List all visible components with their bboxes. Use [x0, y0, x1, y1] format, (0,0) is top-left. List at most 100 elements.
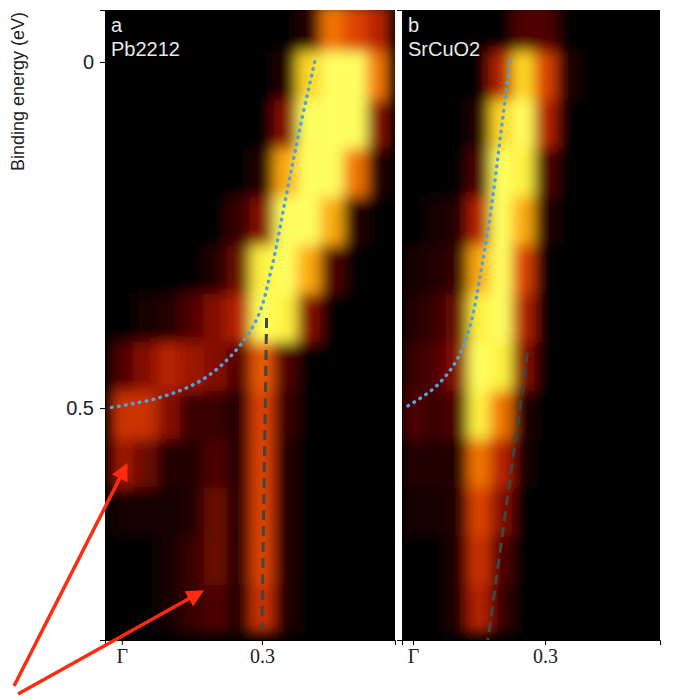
figure: Γ0.300.5aPb2212Binding energy (eV)Γ0.3bS…	[0, 0, 685, 700]
heatmap-cell	[204, 585, 228, 634]
heatmap-cell	[644, 100, 660, 149]
heatmap-cell	[180, 52, 204, 101]
heatmap-cell	[250, 197, 274, 246]
heatmap-cell	[344, 391, 368, 440]
heatmap-cell	[622, 148, 645, 197]
heatmap-cell	[320, 100, 344, 149]
heatmap-cell	[534, 52, 557, 101]
heatmap-cell	[468, 585, 491, 634]
heatmap-cell	[424, 100, 447, 149]
heatmap-cell	[250, 342, 274, 391]
heatmap-cell	[490, 10, 513, 52]
heatmap-cell	[600, 148, 623, 197]
heatmap-cell	[110, 294, 134, 343]
heatmap-cell	[320, 439, 344, 488]
heatmap-cell	[320, 245, 344, 294]
heatmap-cell	[424, 585, 447, 634]
heatmap-cell	[367, 536, 391, 585]
heatmap-cell	[644, 536, 660, 585]
heatmap-cell	[534, 245, 557, 294]
heatmap-cell	[320, 585, 344, 634]
heatmap-cell	[600, 391, 623, 440]
heatmap-cell	[227, 100, 251, 149]
heatmap-cell	[468, 536, 491, 585]
heatmap-cell	[227, 488, 251, 537]
heatmap-cell	[274, 536, 298, 585]
line	[404, 62, 510, 408]
heatmap-cell	[297, 585, 321, 634]
heatmap-cell	[556, 294, 579, 343]
heatmap-cell	[534, 585, 557, 634]
heatmap-cell	[644, 294, 660, 343]
heatmap-cell	[133, 100, 157, 149]
heatmap-cell	[600, 342, 623, 391]
x-axis: Γ0.3	[106, 640, 396, 667]
heatmap-cell	[402, 197, 425, 246]
heatmap-cell	[556, 148, 579, 197]
plot-area	[402, 10, 660, 640]
heatmap-cell	[133, 245, 157, 294]
heatmap-cell	[644, 197, 660, 246]
heatmap-cell	[320, 536, 344, 585]
heatmap-cell	[320, 197, 344, 246]
heatmap-cell	[157, 342, 181, 391]
heatmap-cell	[344, 585, 368, 634]
heatmap-cell	[402, 294, 425, 343]
heatmap-cell	[204, 197, 228, 246]
heatmap-cell	[600, 294, 623, 343]
heatmap-cell	[133, 294, 157, 343]
heatmap-cell	[227, 197, 251, 246]
heatmap-cell	[424, 148, 447, 197]
heatmap-cell	[402, 585, 425, 634]
heatmap-cell	[367, 488, 391, 537]
heatmap-cell	[157, 197, 181, 246]
tick-label: Γ	[117, 645, 129, 667]
heatmap-cell	[227, 294, 251, 343]
heatmap-cell	[297, 197, 321, 246]
heatmap-cell	[600, 536, 623, 585]
heatmap-cell	[534, 488, 557, 537]
heatmap-cell	[578, 391, 601, 440]
heatmap-cell	[644, 439, 660, 488]
heatmap-cell	[297, 52, 321, 101]
heatmap-cell	[424, 342, 447, 391]
heatmap-cell	[110, 536, 134, 585]
heatmap-cell	[534, 342, 557, 391]
axis-line	[397, 11, 403, 641]
heatmap-cell	[274, 148, 298, 197]
heatmap-cell	[402, 342, 425, 391]
heatmap-cell	[622, 10, 645, 52]
tick-mark	[100, 62, 105, 63]
heatmap-cell	[274, 391, 298, 440]
heatmap-cell	[600, 245, 623, 294]
heatmap-cell	[180, 148, 204, 197]
heatmap-cell	[227, 52, 251, 101]
line	[108, 62, 315, 408]
heatmap-cell	[402, 245, 425, 294]
heatmap-cell	[468, 488, 491, 537]
heatmap-cell	[446, 488, 469, 537]
heatmap-cell	[424, 488, 447, 537]
heatmap-cell	[297, 245, 321, 294]
heatmap-cell	[424, 391, 447, 440]
heatmap-cell	[250, 391, 274, 440]
heatmap-cell	[180, 391, 204, 440]
heatmap-cell	[556, 197, 579, 246]
heatmap-cell	[344, 439, 368, 488]
heatmap-cell	[512, 294, 535, 343]
heatmap-cell	[320, 294, 344, 343]
heatmap-cell	[600, 439, 623, 488]
heatmap-cell	[204, 100, 228, 149]
heatmap-cell	[556, 391, 579, 440]
heatmap-cell	[556, 439, 579, 488]
heatmap-cell	[157, 536, 181, 585]
heatmap-cell	[446, 342, 469, 391]
heatmap-cell	[468, 100, 491, 149]
heatmap-cell	[320, 488, 344, 537]
heatmap-cell	[556, 342, 579, 391]
arrows	[14, 466, 201, 694]
heatmap-cell	[297, 148, 321, 197]
heatmap-cell	[446, 100, 469, 149]
heatmap-cell	[367, 10, 391, 52]
heatmap-cell	[344, 342, 368, 391]
